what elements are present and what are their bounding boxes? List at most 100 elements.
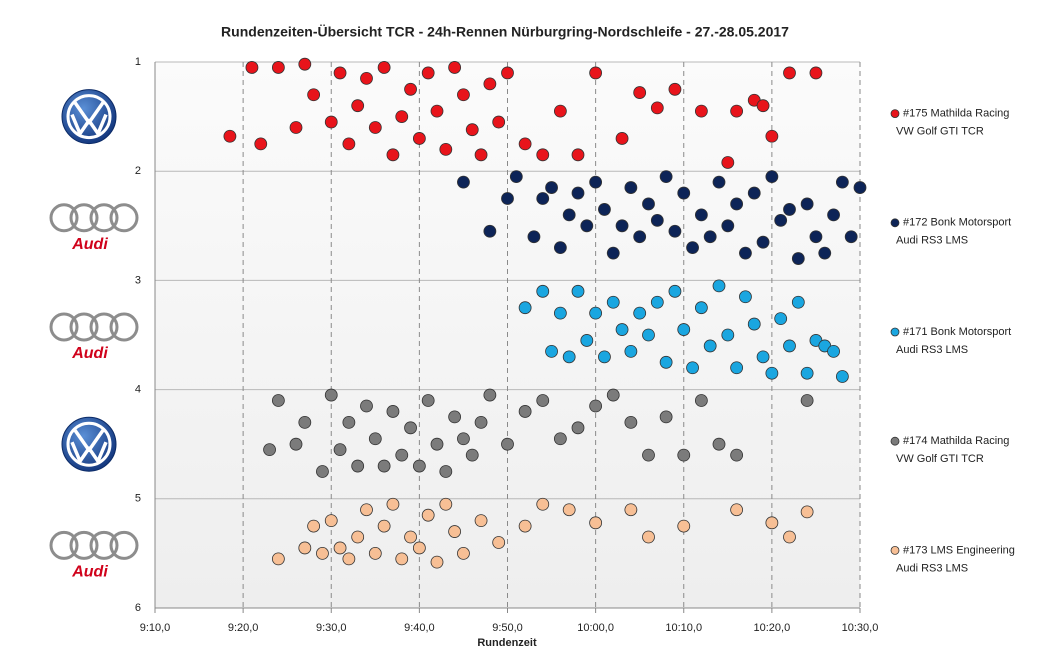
data-point <box>668 82 682 96</box>
data-point <box>659 170 673 184</box>
legend-label: #173 LMS Engineering <box>903 544 1015 556</box>
x-tick-label: 10:30,0 <box>842 622 879 634</box>
logo-vw <box>70 429 108 463</box>
data-point <box>624 181 638 194</box>
logo-vw <box>70 101 108 136</box>
data-point <box>351 459 365 473</box>
data-point <box>316 547 329 560</box>
data-point <box>271 394 285 407</box>
data-point <box>633 230 647 244</box>
data-point <box>589 399 603 413</box>
data-point <box>492 115 506 129</box>
data-point <box>694 301 708 315</box>
logo-ring <box>109 530 139 560</box>
data-point <box>509 170 523 184</box>
data-point <box>289 121 303 134</box>
logo-text: Audi <box>71 564 108 581</box>
data-point <box>712 279 726 293</box>
data-point <box>606 246 620 260</box>
x-tick-label: 9:20,0 <box>228 622 259 634</box>
y-tick-label: 6 <box>135 602 141 614</box>
data-point <box>730 448 744 462</box>
legend-label: #175 Mathilda Racing <box>903 108 1009 120</box>
data-point <box>677 448 691 462</box>
logo-ring <box>109 203 139 233</box>
data-point <box>756 235 770 249</box>
data-point <box>562 208 576 222</box>
data-point <box>791 252 805 265</box>
data-point <box>465 448 479 462</box>
data-point <box>642 328 655 342</box>
logo-ring <box>89 530 119 560</box>
logo-ring <box>89 312 119 342</box>
logo-outer <box>61 416 117 472</box>
data-point <box>316 465 329 478</box>
legend-label: #172 Bonk Motorsport <box>903 217 1011 229</box>
data-point <box>439 497 453 511</box>
data-point <box>333 66 347 80</box>
logo-ring <box>66 94 112 140</box>
data-point <box>545 344 558 358</box>
data-point <box>298 541 312 555</box>
data-point <box>844 230 858 244</box>
data-point <box>368 121 382 134</box>
legend-label: VW Golf GTI TCR <box>896 126 984 138</box>
data-point <box>606 388 620 402</box>
data-point <box>439 465 453 478</box>
data-point <box>377 519 391 533</box>
data-point <box>271 552 285 566</box>
data-point <box>739 290 752 304</box>
data-point <box>589 66 603 80</box>
logo-ring <box>89 203 119 233</box>
data-point <box>298 57 312 71</box>
data-point <box>536 284 550 298</box>
data-point <box>589 516 603 530</box>
data-point <box>501 437 514 451</box>
x-axis-title: Rundenzeit <box>477 637 537 649</box>
data-point <box>307 519 321 533</box>
data-point <box>368 547 382 560</box>
data-point <box>668 224 682 238</box>
data-point <box>765 170 779 184</box>
data-point <box>721 156 735 169</box>
data-point <box>483 77 497 91</box>
data-point <box>659 410 673 424</box>
data-point <box>421 66 435 80</box>
data-point <box>457 432 470 446</box>
data-point <box>501 66 514 80</box>
data-point <box>571 186 585 200</box>
data-point <box>783 530 796 544</box>
data-point <box>492 536 506 549</box>
data-point <box>589 306 603 320</box>
data-point <box>686 241 699 255</box>
data-point <box>263 443 276 457</box>
data-point <box>562 350 576 364</box>
logo: Audi <box>49 203 139 253</box>
data-point <box>783 203 796 216</box>
data-point <box>650 101 664 115</box>
data-point <box>360 503 373 517</box>
data-point <box>527 230 541 244</box>
data-point <box>333 541 347 555</box>
logo-text: Audi <box>71 236 108 253</box>
logo-ring <box>69 312 99 342</box>
logo <box>61 416 117 472</box>
data-point <box>465 123 479 137</box>
data-point <box>518 519 532 533</box>
data-point <box>800 197 814 211</box>
data-point <box>351 530 365 544</box>
data-point <box>553 104 567 118</box>
data-point <box>448 525 462 538</box>
data-point <box>800 505 814 519</box>
logo: Audi <box>49 530 139 581</box>
data-point <box>254 137 268 151</box>
data-point <box>377 61 391 74</box>
data-point <box>853 181 867 194</box>
legend-marker <box>890 327 900 337</box>
data-point <box>386 405 400 418</box>
data-point <box>518 137 532 151</box>
data-point <box>571 148 585 162</box>
data-point <box>430 104 444 118</box>
data-point <box>642 197 655 211</box>
legend-label: Audi RS3 LMS <box>896 344 968 356</box>
